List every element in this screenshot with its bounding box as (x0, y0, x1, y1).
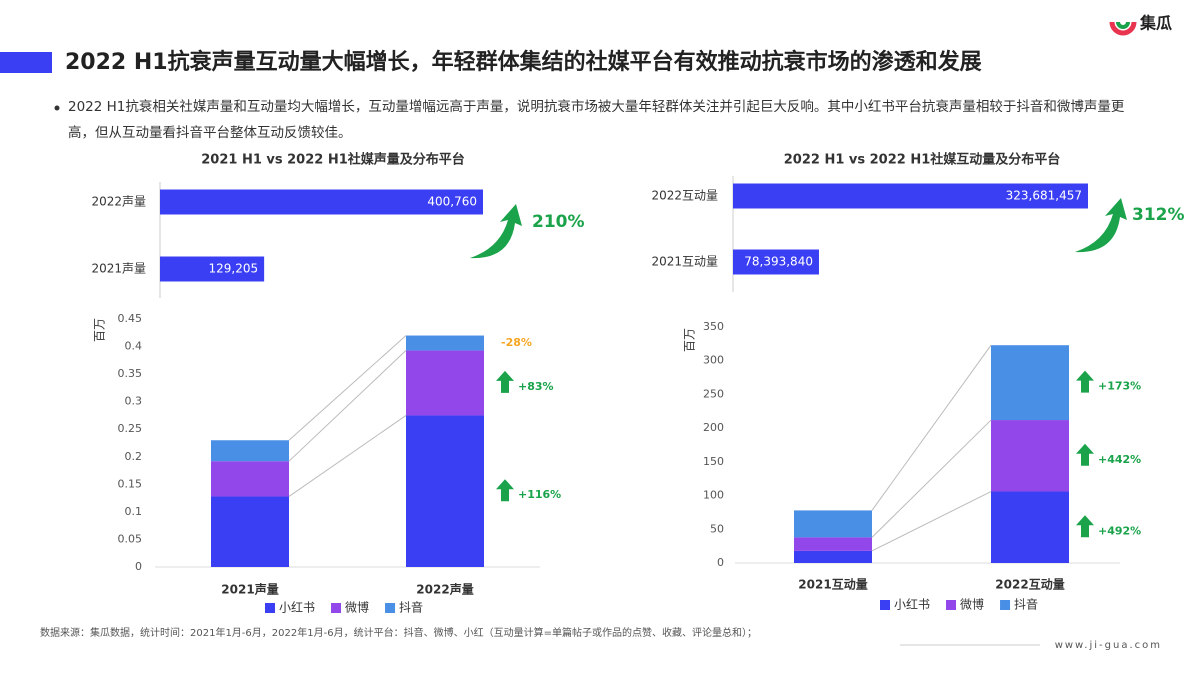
bar (733, 183, 1088, 209)
change-arrow (1076, 370, 1094, 393)
legend-label: 抖音 (399, 600, 423, 615)
bar-segment (406, 350, 484, 416)
y-tick-label: 250 (703, 387, 724, 400)
y-tick-label: 0.1 (125, 505, 143, 518)
growth-arrow (1075, 198, 1127, 253)
website: www.ji-gua.com (1055, 640, 1162, 651)
bullet-text: 2022 H1抗衰相关社媒声量和互动量均大幅增长，互动量增幅远高于声量，说明抗衰… (68, 99, 1125, 141)
connector (288, 415, 407, 497)
bar-segment (991, 420, 1069, 492)
value-label: 78,393,840 (744, 255, 813, 269)
legend-swatch (1000, 600, 1011, 610)
bar-segment (406, 335, 484, 351)
x-tick-label: 2021声量 (221, 582, 278, 597)
bar-segment (794, 537, 872, 551)
slide-title: 2022 H1抗衰声量互动量大幅增长，年轻群体集结的社媒平台有效推动抗衰市场的渗… (65, 49, 982, 75)
y-tick-label: 0 (135, 560, 142, 573)
y-tick-label: 0.4 (125, 340, 143, 353)
growth-label: 312% (1132, 205, 1185, 225)
legend-swatch (385, 603, 396, 613)
value-label: 400,760 (427, 195, 477, 209)
bullet-dot (54, 105, 60, 111)
bar-segment (406, 415, 484, 567)
y-tick-label: 0.35 (118, 367, 143, 380)
change-arrow (496, 479, 514, 502)
y-tick-label: 0.05 (118, 532, 143, 545)
y-tick-label: 0.15 (118, 477, 143, 490)
logo-icon (1109, 21, 1137, 36)
bar-segment (211, 496, 289, 567)
connector (871, 344, 992, 511)
bar-segment (991, 345, 1069, 421)
y-tick-label: 0.25 (118, 422, 143, 435)
category-label: 2022互动量 (651, 189, 718, 203)
category-label: 2021声量 (91, 262, 146, 276)
y-axis-label: 百万 (93, 318, 107, 342)
logo-icon (1116, 21, 1130, 29)
change-arrow (1076, 515, 1094, 538)
legend-swatch (331, 603, 342, 613)
bar-segment (991, 491, 1069, 563)
y-tick-label: 350 (703, 320, 724, 333)
category-label: 2021互动量 (651, 255, 718, 269)
logo-text: 集瓜 (1139, 14, 1172, 33)
connector (871, 491, 992, 552)
y-tick-label: 50 (710, 522, 724, 535)
y-tick-label: 300 (703, 354, 724, 367)
change-arrow (496, 370, 514, 393)
x-tick-label: 2021互动量 (798, 578, 867, 592)
connector (871, 419, 992, 538)
change-label: +442% (1098, 453, 1141, 466)
bar (160, 256, 265, 282)
growth-arrow (470, 204, 522, 259)
y-tick-label: 100 (703, 489, 724, 502)
connector (288, 350, 407, 462)
chart-title: 2022 H1 vs 2022 H1社媒互动量及分布平台 (784, 152, 1061, 168)
chart-title: 2021 H1 vs 2022 H1社媒声量及分布平台 (201, 152, 465, 168)
category-label: 2022声量 (91, 195, 146, 209)
change-label: -28% (501, 336, 532, 349)
source-note: 数据来源：集瓜数据，统计时间：2021年1月-6月，2022年1月-6月，统计平… (40, 626, 757, 639)
growth-label: 210% (532, 212, 585, 232)
legend-label: 小红书 (894, 597, 930, 612)
legend-swatch (880, 600, 890, 610)
change-label: +173% (1098, 380, 1141, 393)
change-label: +83% (518, 380, 554, 393)
bar-segment (211, 440, 289, 462)
value-label: 323,681,457 (1006, 189, 1082, 203)
x-tick-label: 2022声量 (416, 582, 473, 597)
x-tick-label: 2022互动量 (995, 578, 1064, 592)
bar (733, 249, 819, 275)
connector (288, 335, 407, 441)
y-axis-label: 百万 (683, 328, 697, 352)
change-label: +116% (518, 488, 561, 501)
value-label: 129,205 (209, 262, 259, 276)
change-arrow (1076, 443, 1094, 466)
legend-label: 微博 (345, 600, 369, 615)
title-bar (0, 52, 52, 73)
legend-label: 抖音 (1014, 597, 1038, 612)
bar-segment (794, 510, 872, 538)
legend-label: 小红书 (279, 600, 315, 615)
legend-swatch (265, 603, 275, 613)
legend-swatch (946, 600, 957, 610)
legend-label: 微博 (960, 597, 984, 612)
bar-segment (211, 461, 289, 497)
y-tick-label: 150 (703, 455, 724, 468)
y-tick-label: 200 (703, 421, 724, 434)
y-tick-label: 0 (717, 556, 724, 569)
y-tick-label: 0.2 (125, 450, 143, 463)
y-tick-label: 0.45 (118, 312, 143, 325)
bar-segment (794, 550, 872, 563)
y-tick-label: 0.3 (125, 395, 143, 408)
bar (160, 189, 483, 215)
change-label: +492% (1098, 524, 1141, 537)
